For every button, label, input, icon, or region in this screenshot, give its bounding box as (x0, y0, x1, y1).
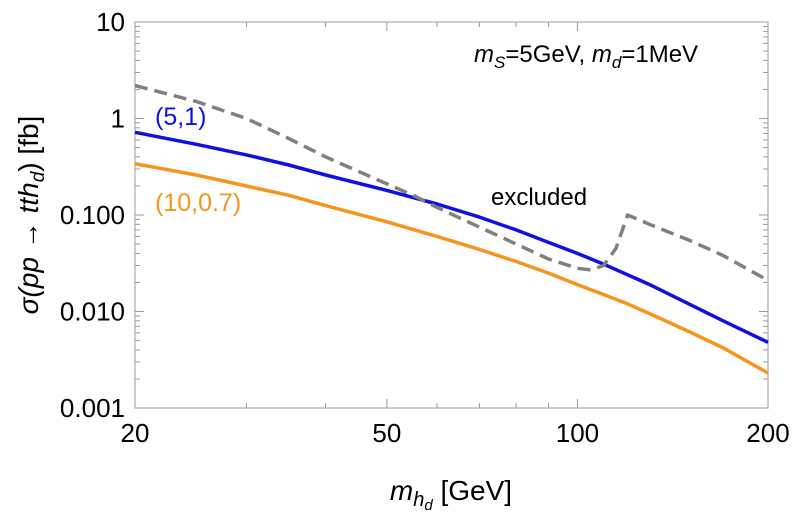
excluded-annotation: excluded (491, 184, 587, 211)
parameter-note: mS=5GeV, md=1MeV (474, 41, 698, 72)
y-axis-label: σ(pp → tthd) [fb] (13, 116, 49, 315)
y-tick-label: 0.010 (60, 297, 125, 327)
x-tick-label: 200 (746, 418, 789, 448)
y-tick-label: 0.100 (60, 200, 125, 230)
series-group (134, 83, 769, 375)
series-label-5-1: (5,1) (155, 103, 206, 131)
x-tick-label: 50 (372, 418, 401, 448)
series-label-10-0.7: (10,0.7) (155, 189, 241, 217)
x-tick-label: 100 (556, 418, 599, 448)
y-tick-label: 10 (96, 7, 125, 37)
x-tick-label: 20 (121, 418, 150, 448)
y-tick-label: 1 (111, 104, 125, 134)
series-line-0 (134, 130, 769, 344)
tick-labels: 20 50 100 200 0.001 0.010 0.100 1 10 (60, 7, 790, 448)
series-line-2 (134, 83, 769, 282)
series-line-1 (134, 161, 769, 375)
y-tick-label: 0.001 (60, 393, 125, 423)
x-axis-label: mhd [GeV] (390, 475, 512, 514)
ticks (134, 22, 769, 409)
